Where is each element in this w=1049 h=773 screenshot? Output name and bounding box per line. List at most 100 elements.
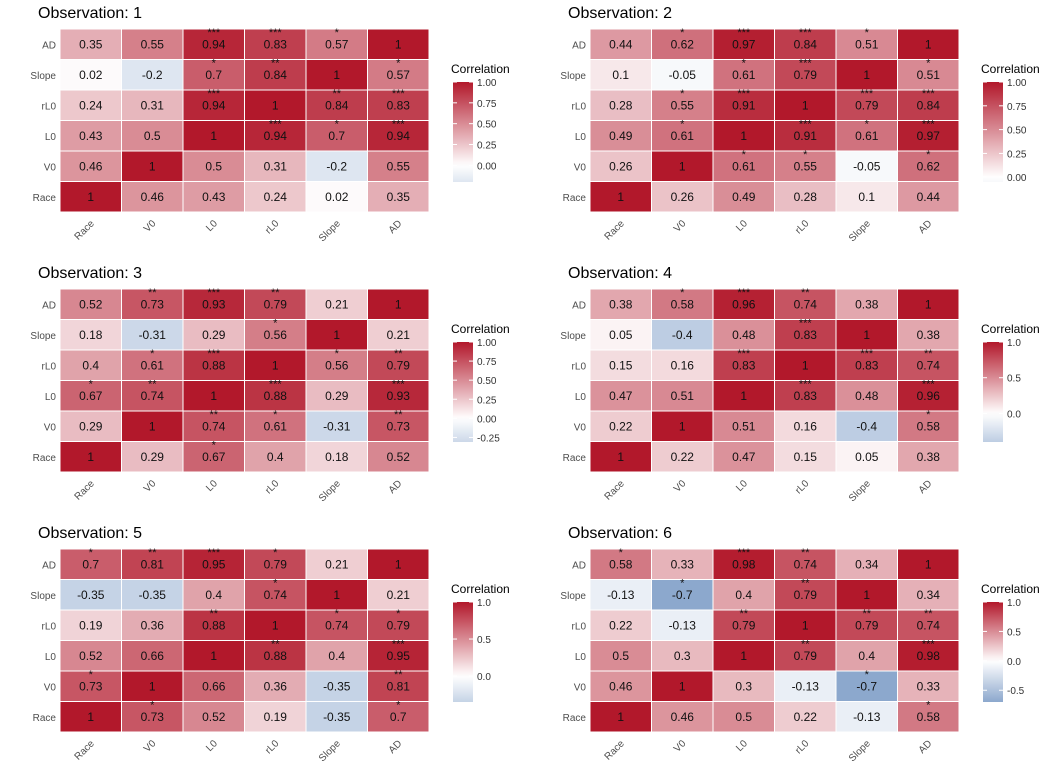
- heatmap-cell: [59, 410, 122, 442]
- y-axis-tick-label: AD: [572, 560, 586, 571]
- cell-value-label: 0.74: [141, 389, 165, 403]
- cell-value-label: -0.2: [326, 159, 347, 173]
- legend-tick-label: 0.00: [1007, 173, 1027, 184]
- cell-value-label: 0.93: [202, 297, 226, 311]
- cell-value-label: 0.05: [855, 450, 879, 464]
- y-axis-tick-label: rL0: [42, 101, 57, 112]
- heatmap-cell: [589, 28, 652, 60]
- heatmap-cell: [244, 89, 307, 121]
- heatmap-cell: [712, 380, 775, 412]
- significance-stars: *: [396, 608, 401, 620]
- significance-stars: ***: [737, 547, 751, 559]
- heatmap-cell: [59, 380, 122, 412]
- cell-value-label: 1: [149, 159, 156, 173]
- y-axis-tick-label: L0: [575, 132, 587, 143]
- cell-value-label: 0.67: [202, 450, 226, 464]
- cell-value-label: 0.31: [264, 159, 288, 173]
- cell-value-label: 0.36: [264, 679, 288, 693]
- y-axis-tick-label: Race: [563, 453, 587, 464]
- significance-stars: ***: [392, 88, 406, 100]
- cell-value-label: 0.97: [917, 129, 941, 143]
- x-axis-tick-label: rL0: [793, 738, 811, 756]
- cell-value-label: 0.88: [264, 389, 288, 403]
- cell-value-label: 0.56: [264, 328, 288, 342]
- heatmap-cell: [182, 640, 245, 672]
- significance-stars: *: [335, 27, 340, 39]
- cell-value-label: -0.35: [323, 679, 351, 693]
- significance-stars: ***: [737, 287, 751, 299]
- cell-value-label: 0.16: [794, 419, 818, 433]
- cell-value-label: 0.44: [917, 190, 941, 204]
- panel-title: Observation: 2: [568, 5, 672, 22]
- heatmap-cell: [367, 89, 430, 121]
- cell-value-label: 0.44: [609, 37, 633, 51]
- significance-stars: ***: [922, 119, 936, 131]
- cell-value-label: 0.97: [732, 37, 756, 51]
- cell-value-label: -0.35: [139, 588, 167, 602]
- cell-value-label: 0.22: [794, 710, 818, 724]
- significance-stars: *: [150, 700, 155, 712]
- significance-stars: **: [862, 608, 871, 620]
- legend-title: Correlation: [981, 322, 1040, 336]
- heatmap-cell: [712, 640, 775, 672]
- cell-value-label: 0.4: [82, 358, 99, 372]
- cell-value-label: 0.34: [855, 557, 879, 571]
- y-axis-tick-label: Race: [563, 713, 587, 724]
- heatmap-cell: [712, 349, 775, 381]
- cell-value-label: 0.29: [79, 419, 103, 433]
- heatmap-cell: [121, 548, 184, 580]
- cell-value-label: 0.74: [794, 557, 818, 571]
- x-axis-tick-label: Race: [73, 218, 98, 243]
- heatmap-panel-6: Observation: 60.58*0.33 0.98***0.74**0.34…: [560, 525, 1039, 764]
- y-axis-tick-label: V0: [44, 162, 57, 173]
- cell-value-label: 0.21: [387, 328, 411, 342]
- cell-value-label: 1: [149, 679, 156, 693]
- heatmap-cell: [244, 288, 307, 320]
- heatmap-cell: [651, 181, 714, 213]
- cell-value-label: 0.51: [671, 389, 695, 403]
- legend-colorbar: [453, 342, 473, 442]
- cell-value-label: 0.51: [917, 68, 941, 82]
- y-axis-tick-label: Slope: [560, 71, 586, 82]
- y-axis-tick-label: L0: [45, 132, 57, 143]
- heatmap-cell: [244, 150, 307, 182]
- cell-value-label: 0.7: [205, 68, 222, 82]
- significance-stars: *: [89, 669, 94, 681]
- cell-value-label: 0.02: [79, 68, 103, 82]
- heatmap-cell: [121, 120, 184, 152]
- heatmap-cell: [59, 319, 122, 351]
- x-axis-tick-label: Race: [603, 218, 628, 243]
- cell-value-label: 0.91: [732, 98, 756, 112]
- cell-value-label: 0.58: [609, 557, 633, 571]
- heatmap-cell: [835, 441, 898, 473]
- cell-value-label: 1: [925, 557, 932, 571]
- cell-value-label: 0.33: [917, 679, 941, 693]
- significance-stars: ***: [799, 119, 813, 131]
- cell-value-label: 0.36: [141, 618, 165, 632]
- significance-stars: ***: [799, 27, 813, 39]
- cell-value-label: 0.73: [79, 679, 103, 693]
- cell-value-label: 0.24: [264, 190, 288, 204]
- x-axis-tick-label: Race: [603, 478, 628, 503]
- y-axis-tick-label: AD: [42, 40, 56, 51]
- cell-value-label: 0.52: [79, 297, 103, 311]
- legend-tick-label: 0.00: [477, 414, 497, 425]
- heatmap-cell: [651, 670, 714, 702]
- significance-stars: ***: [207, 348, 221, 360]
- cell-value-label: 0.88: [202, 618, 226, 632]
- heatmap-cell: [589, 640, 652, 672]
- heatmap-cell: [59, 28, 122, 60]
- cell-value-label: 0.38: [917, 328, 941, 342]
- cell-value-label: 0.84: [325, 98, 349, 112]
- significance-stars: **: [271, 287, 280, 299]
- cell-value-label: 0.05: [609, 328, 633, 342]
- significance-stars: *: [926, 149, 931, 161]
- cell-value-label: 0.94: [202, 37, 226, 51]
- heatmap-cell: [367, 120, 430, 152]
- heatmap-cell: [589, 319, 652, 351]
- heatmap-cell: [367, 670, 430, 702]
- heatmap-cell: [367, 349, 430, 381]
- significance-stars: ***: [799, 58, 813, 70]
- cell-value-label: 0.29: [141, 450, 165, 464]
- cell-value-label: 0.19: [264, 710, 288, 724]
